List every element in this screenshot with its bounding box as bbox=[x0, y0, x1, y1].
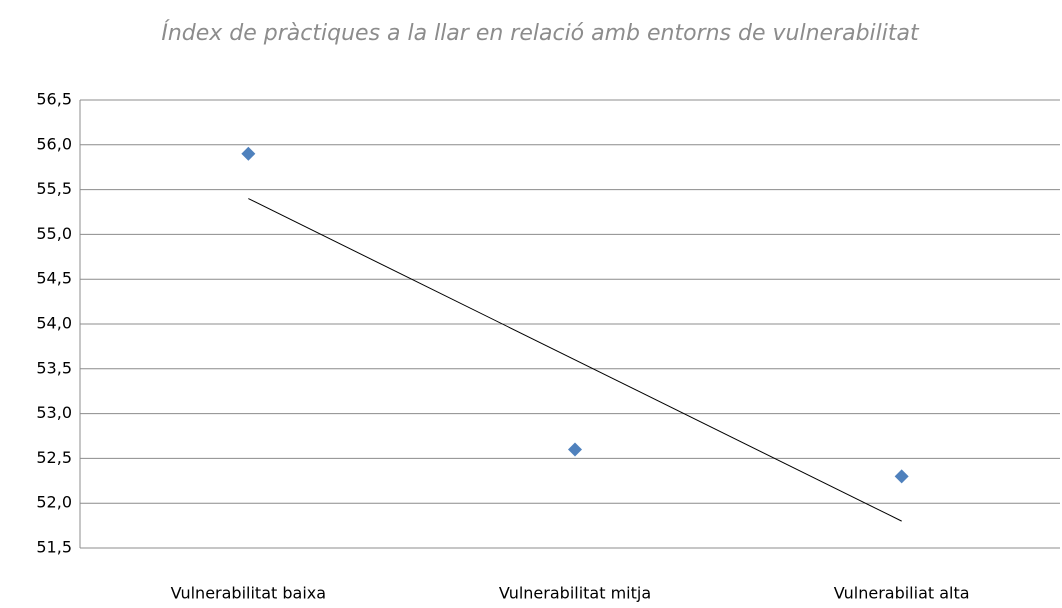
x-tick-label: Vulnerabilitat mitja bbox=[499, 584, 651, 603]
trendline bbox=[248, 198, 902, 522]
chart-title: Índex de pràctiques a la llar en relació… bbox=[161, 20, 920, 46]
y-tick-label: 52,5 bbox=[36, 448, 72, 467]
y-tick-label: 54,5 bbox=[36, 269, 72, 288]
y-tick-label: 54,0 bbox=[36, 314, 72, 333]
x-tick-label: Vulnerabilitat baixa bbox=[171, 584, 326, 603]
y-tick-label: 56,0 bbox=[36, 134, 72, 153]
y-tick-label: 55,5 bbox=[36, 179, 72, 198]
marker bbox=[241, 146, 256, 161]
y-tick-label: 53,0 bbox=[36, 403, 72, 422]
y-tick-label: 52,0 bbox=[36, 493, 72, 512]
y-tick-label: 56,5 bbox=[36, 90, 72, 109]
x-tick-label: Vulnerabiliat alta bbox=[834, 584, 970, 603]
y-tick-label: 55,0 bbox=[36, 224, 72, 243]
y-tick-label: 53,5 bbox=[36, 358, 72, 377]
y-tick-label: 51,5 bbox=[36, 538, 72, 557]
marker bbox=[568, 442, 582, 457]
marker bbox=[894, 469, 909, 484]
